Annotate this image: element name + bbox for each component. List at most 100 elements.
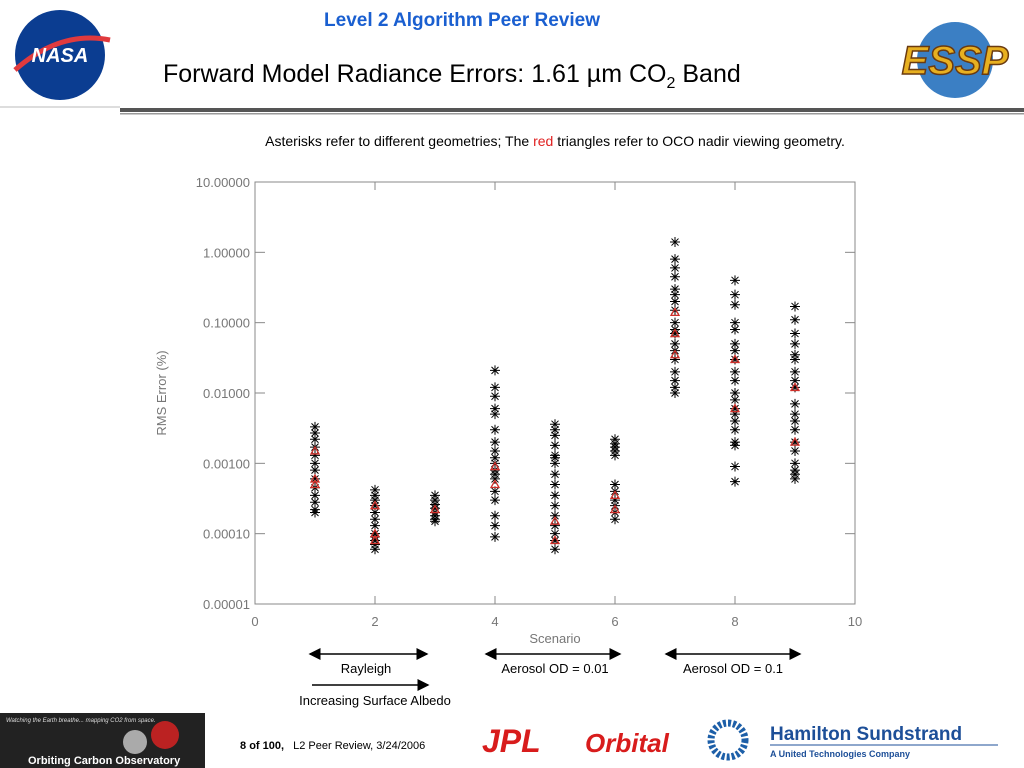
data-point — [730, 461, 740, 472]
data-point — [790, 398, 800, 409]
data-point — [730, 299, 740, 310]
data-point — [550, 528, 560, 539]
data-point — [730, 403, 740, 414]
x-tick-label: 2 — [371, 614, 378, 629]
hs-logo: Hamilton Sundstrand — [770, 724, 962, 745]
data-point — [790, 382, 800, 393]
data-point — [490, 452, 500, 463]
data-point — [550, 510, 560, 521]
header-rule-thin — [120, 113, 1024, 115]
y-tick-label: 0.00001 — [203, 597, 250, 612]
data-point — [490, 403, 500, 414]
data-point — [730, 415, 740, 426]
data-point — [490, 365, 500, 376]
plot-area: 0 2 4 6 8 10 0.00001 0.00010 0.00100 0.01000 0.100… — [196, 175, 862, 629]
data-point — [670, 317, 680, 328]
data-point — [730, 366, 740, 377]
data-point — [790, 314, 800, 325]
data-point — [310, 490, 320, 501]
oco-name: Orbiting Carbon Observatory — [28, 755, 181, 767]
data-point — [670, 284, 680, 295]
x-tick-label: 6 — [611, 614, 618, 629]
caption-red: red — [533, 133, 553, 149]
data-point — [550, 430, 560, 441]
orbital-logo: Orbital — [585, 728, 670, 758]
page-total: 100, — [263, 740, 284, 752]
data-point — [730, 424, 740, 435]
data-point — [310, 421, 320, 432]
data-point — [370, 520, 380, 531]
data-point — [310, 497, 320, 508]
data-point — [310, 434, 320, 445]
data-point — [790, 458, 800, 469]
data-point — [370, 514, 380, 525]
data-point — [670, 338, 680, 349]
caption: Asterisks refer to different geometries;… — [265, 133, 845, 149]
data-point — [729, 403, 741, 413]
y-tick-label: 0.00010 — [203, 527, 250, 542]
data-point — [310, 473, 320, 484]
oco-ball — [123, 730, 147, 754]
data-point — [550, 424, 560, 435]
data-point — [730, 275, 740, 286]
data-point — [730, 440, 740, 451]
annotation: Increasing Surface Albedo — [299, 693, 451, 708]
data-point — [730, 317, 740, 328]
data-point — [370, 507, 380, 518]
data-point — [309, 479, 321, 489]
data-point — [790, 375, 800, 386]
jpl-logo: JPL — [482, 723, 541, 759]
data-point — [490, 409, 500, 420]
data-point — [670, 237, 680, 248]
data-point — [370, 484, 380, 495]
data-point — [550, 440, 560, 451]
data-point — [490, 495, 500, 506]
data-point — [670, 375, 680, 386]
data-point — [429, 504, 441, 514]
data-point — [610, 495, 620, 506]
data-point — [789, 436, 801, 446]
data-point — [669, 307, 681, 317]
data-point — [550, 479, 560, 490]
data-point — [790, 437, 800, 448]
data-point — [670, 328, 680, 339]
data-point — [790, 301, 800, 312]
header: Level 2 Algorithm Peer Review — [324, 10, 600, 31]
data-point — [669, 328, 681, 338]
data-point — [790, 473, 800, 484]
oco-tag: Watching the Earth breathe... mapping CO… — [6, 718, 156, 724]
y-tick-label: 0.00100 — [203, 456, 250, 471]
data-point — [790, 445, 800, 456]
data-point — [609, 490, 621, 500]
annotation: Rayleigh — [341, 661, 392, 676]
data-point — [610, 479, 620, 490]
data-point — [550, 469, 560, 480]
data-point — [550, 458, 560, 469]
data-point — [489, 479, 501, 489]
nasa-text: NASA — [32, 45, 89, 67]
data-point — [310, 450, 320, 461]
data-point — [610, 450, 620, 461]
slide-title: Forward Model Radiance Errors: 1.61 µm C… — [163, 60, 741, 92]
title-end: Band — [682, 60, 740, 88]
data-point — [489, 461, 501, 471]
essp-text: ESSP — [902, 39, 1009, 83]
data-point — [730, 289, 740, 300]
data-point — [310, 507, 320, 518]
data-point — [790, 354, 800, 365]
data-point — [670, 305, 680, 316]
data-point — [730, 338, 740, 349]
data-point — [370, 544, 380, 555]
data-point — [550, 520, 560, 531]
data-point — [730, 324, 740, 335]
data-point — [669, 349, 681, 359]
data-point — [789, 382, 801, 392]
essp-globe — [917, 22, 993, 98]
data-point — [670, 289, 680, 300]
data-point — [790, 338, 800, 349]
hs-emblem — [707, 719, 749, 761]
caption-end: triangles refer to OCO nadir viewing geo… — [557, 133, 845, 149]
data-point — [309, 445, 321, 455]
